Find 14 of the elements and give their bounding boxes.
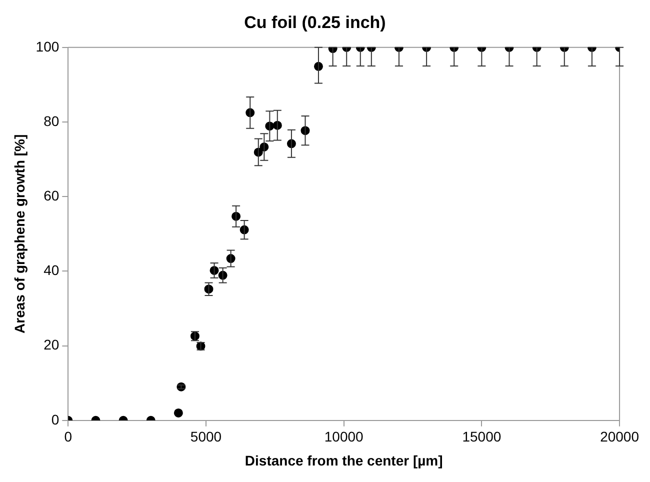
- y-tick-label: 80: [44, 112, 60, 129]
- chart-title: Cu foil (0.25 inch): [244, 12, 386, 32]
- y-tick-label: 40: [44, 262, 60, 278]
- x-tick-label: 20000: [600, 428, 640, 445]
- y-tick-label: 100: [36, 38, 60, 54]
- y-tick-label: 0: [51, 411, 60, 428]
- x-tick-label: 5000: [190, 428, 222, 445]
- y-tick-label: 60: [44, 187, 60, 204]
- x-tick-label: 15000: [462, 428, 502, 445]
- y-axis-title: Areas of graphene growth [%]: [11, 134, 28, 334]
- x-tick-label: 10000: [324, 428, 364, 445]
- y-tick-label: 20: [44, 336, 60, 353]
- x-tick-label: 0: [64, 428, 72, 445]
- x-axis-title: Distance from the center [µm]: [244, 452, 443, 468]
